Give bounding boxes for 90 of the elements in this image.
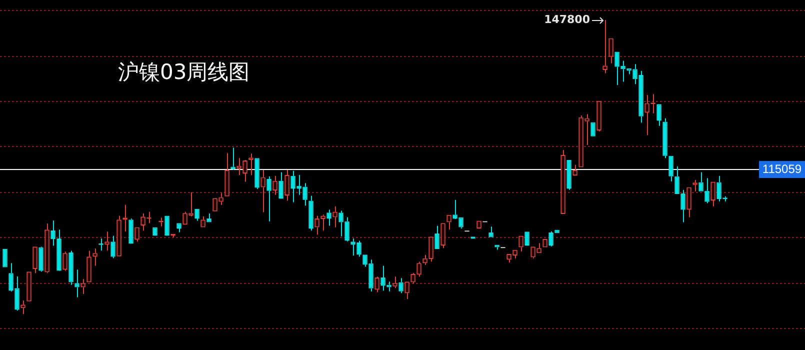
candlestick xyxy=(398,278,404,294)
candlestick xyxy=(632,64,638,85)
candlestick xyxy=(704,178,710,204)
candlestick xyxy=(506,254,512,264)
annotation: 147800 xyxy=(544,12,590,26)
candlestick xyxy=(488,226,494,238)
candlestick xyxy=(266,176,272,222)
candlestick xyxy=(260,169,266,213)
candlestick xyxy=(338,210,344,237)
candlestick xyxy=(314,215,320,236)
candlestick xyxy=(614,52,620,86)
candlestick xyxy=(8,262,14,292)
candlestick xyxy=(446,214,452,230)
candlestick xyxy=(194,209,200,222)
candlestick xyxy=(278,172,284,198)
candlestick xyxy=(368,259,374,292)
candlestick xyxy=(644,94,650,136)
candlestick xyxy=(290,170,296,203)
candlestick xyxy=(308,195,314,232)
candlestick xyxy=(560,149,566,214)
candlestick xyxy=(356,240,362,258)
candlestick xyxy=(140,212,146,232)
candlestick xyxy=(716,175,722,202)
candlestick xyxy=(710,182,716,207)
candlestick xyxy=(392,276,398,289)
candlestick xyxy=(374,276,380,293)
candlestick xyxy=(578,115,584,168)
candlestick xyxy=(686,187,692,218)
candlestick xyxy=(566,160,572,190)
candlestick xyxy=(134,227,140,242)
candlestick xyxy=(44,222,50,274)
candlestick xyxy=(656,104,662,126)
candlestick xyxy=(326,209,332,226)
candlestick xyxy=(74,269,80,298)
candlestick xyxy=(284,169,290,202)
text: 沪镍03周线图 xyxy=(118,59,250,86)
candlestick xyxy=(692,179,698,192)
candlestick xyxy=(92,248,98,266)
candlestick xyxy=(422,254,428,266)
candlestick xyxy=(248,152,254,176)
candlestick xyxy=(680,189,686,223)
candlestick xyxy=(62,251,68,272)
candlestick xyxy=(206,212,212,222)
candlestick xyxy=(224,152,230,196)
candlestick xyxy=(182,211,188,225)
candlestick xyxy=(80,278,86,295)
candlestick xyxy=(362,254,368,268)
candlestick xyxy=(50,220,56,246)
candlestick xyxy=(68,250,74,286)
candlestick xyxy=(698,172,704,192)
candlestick xyxy=(518,236,524,252)
candlestick xyxy=(302,182,308,206)
candlestick xyxy=(38,247,44,272)
candlestick xyxy=(674,166,680,194)
candlestick xyxy=(596,100,602,132)
candlestick xyxy=(608,38,614,64)
candlestick xyxy=(116,215,122,256)
candlestick xyxy=(548,230,554,247)
text: 115059 xyxy=(759,161,805,178)
candlestick xyxy=(380,265,386,291)
candlestick xyxy=(272,175,278,196)
candlestick xyxy=(410,272,416,284)
candlestick xyxy=(56,229,62,270)
candlestick xyxy=(428,236,434,262)
candlestick xyxy=(512,250,518,259)
candlestick xyxy=(32,246,38,274)
candlestick xyxy=(584,114,590,146)
candlestick xyxy=(86,250,92,282)
candlestick xyxy=(434,225,440,250)
candlestick xyxy=(602,20,608,74)
candlestick xyxy=(176,223,182,233)
candlestick xyxy=(638,70,644,124)
candlestick xyxy=(416,261,422,278)
candlestick xyxy=(332,206,338,228)
candlestick xyxy=(20,300,26,314)
candlestick xyxy=(404,282,410,300)
candlestick xyxy=(104,231,110,251)
candlestick xyxy=(662,118,668,159)
candlestick xyxy=(230,147,236,170)
candlestick xyxy=(350,238,356,256)
candlestick xyxy=(668,156,674,182)
candlestick xyxy=(344,216,350,242)
candlestick xyxy=(110,235,116,259)
candlestick xyxy=(536,242,542,254)
candlestick xyxy=(440,223,446,249)
candlestick xyxy=(14,276,20,311)
candlestick xyxy=(254,158,260,190)
candlestick xyxy=(626,68,632,75)
candlestick xyxy=(200,216,206,228)
candlestick xyxy=(188,192,194,217)
